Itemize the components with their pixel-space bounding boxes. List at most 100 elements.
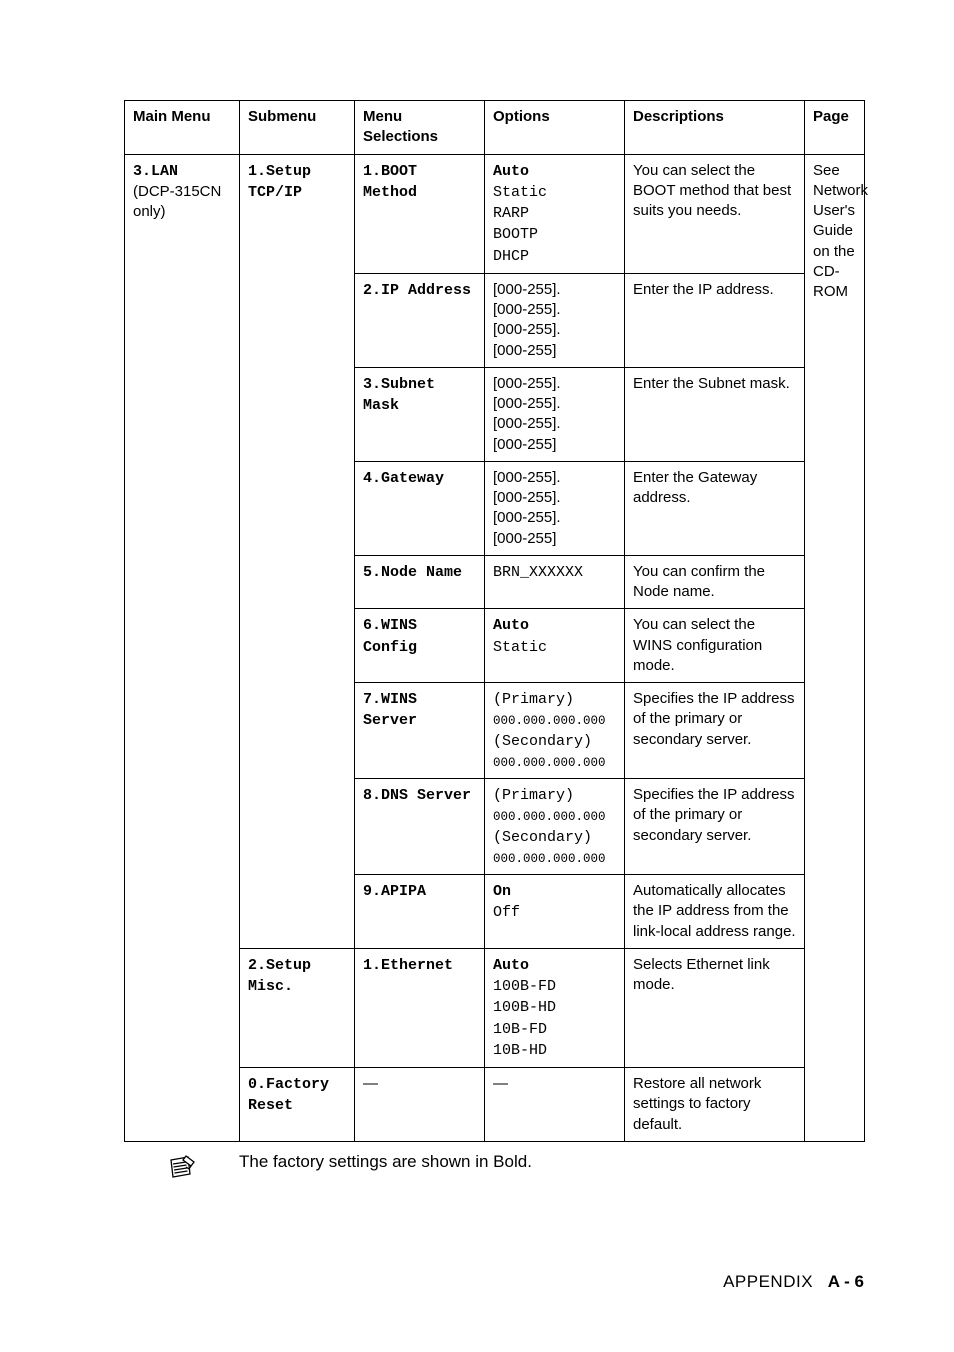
option: Static bbox=[493, 184, 547, 201]
option: 000.000.000.000 bbox=[493, 810, 606, 824]
option: BRN_XXXXXX bbox=[493, 564, 583, 581]
option: [000-255] bbox=[493, 342, 556, 359]
option: [000-255]. bbox=[493, 469, 561, 486]
cell-options: BRN_XXXXXX bbox=[485, 555, 625, 609]
option: [000-255]. bbox=[493, 301, 561, 318]
option: DHCP bbox=[493, 248, 529, 265]
menu-sel: 4.Gateway bbox=[363, 470, 444, 487]
option: [000-255]. bbox=[493, 415, 561, 432]
th-submenu: Submenu bbox=[240, 101, 355, 155]
cell-menu-sel: 9.APIPA bbox=[355, 875, 485, 949]
cell-description: You can confirm the Node name. bbox=[625, 555, 805, 609]
option: On bbox=[493, 883, 511, 900]
page-ref-line: on the bbox=[813, 243, 855, 260]
menu-sel: 3.Subnet bbox=[363, 376, 435, 393]
table-header-row: Main Menu Submenu Menu Selections Option… bbox=[125, 101, 865, 155]
option: Auto bbox=[493, 617, 529, 634]
cell-submenu-misc: 2.Setup Misc. bbox=[240, 948, 355, 1067]
cell-menu-sel: 3.Subnet Mask bbox=[355, 367, 485, 461]
cell-submenu-tcpip: 1.Setup TCP/IP bbox=[240, 154, 355, 948]
menu-sel: 5.Node Name bbox=[363, 564, 462, 581]
submenu-label: 1.Setup bbox=[248, 163, 311, 180]
cell-menu-sel: 2.IP Address bbox=[355, 273, 485, 367]
option: 100B-FD bbox=[493, 978, 556, 995]
menu-sel: 8.DNS Server bbox=[363, 787, 471, 804]
cell-description: Restore all network settings to factory … bbox=[625, 1068, 805, 1142]
cell-description: Enter the Subnet mask. bbox=[625, 367, 805, 461]
option: Static bbox=[493, 639, 547, 656]
option: [000-255]. bbox=[493, 281, 561, 298]
menu-sel: 1.BOOT bbox=[363, 163, 417, 180]
option: Auto bbox=[493, 957, 529, 974]
option: [000-255]. bbox=[493, 489, 561, 506]
th-descriptions: Descriptions bbox=[625, 101, 805, 155]
menu-table: Main Menu Submenu Menu Selections Option… bbox=[124, 100, 865, 1142]
cell-menu-sel: 4.Gateway bbox=[355, 461, 485, 555]
cell-menu-sel: 7.WINS Server bbox=[355, 683, 485, 779]
option: (Secondary) bbox=[493, 829, 592, 846]
option: BOOTP bbox=[493, 226, 538, 243]
cell-menu-sel: 8.DNS Server bbox=[355, 779, 485, 875]
th-main-menu: Main Menu bbox=[125, 101, 240, 155]
option: 000.000.000.000 bbox=[493, 852, 606, 866]
option: 000.000.000.000 bbox=[493, 756, 606, 770]
cell-options: (Primary) 000.000.000.000 (Secondary) 00… bbox=[485, 779, 625, 875]
option: Auto bbox=[493, 163, 529, 180]
cell-description: Enter the IP address. bbox=[625, 273, 805, 367]
option: RARP bbox=[493, 205, 529, 222]
option: [000-255]. bbox=[493, 321, 561, 338]
table-row: 3.LAN (DCP-315CN only) 1.Setup TCP/IP 1.… bbox=[125, 154, 865, 273]
cell-description: Specifies the IP address of the primary … bbox=[625, 779, 805, 875]
submenu-label: 0.Factory bbox=[248, 1076, 329, 1093]
option: 000.000.000.000 bbox=[493, 714, 606, 728]
cell-menu-sel: 1.BOOT Method bbox=[355, 154, 485, 273]
option: (Secondary) bbox=[493, 733, 592, 750]
submenu-label: Misc. bbox=[248, 978, 293, 995]
cell-options: (Primary) 000.000.000.000 (Secondary) 00… bbox=[485, 683, 625, 779]
page-ref-line: User's bbox=[813, 202, 855, 219]
page-ref-line: Guide bbox=[813, 222, 853, 239]
page-ref-line: Network bbox=[813, 182, 868, 199]
menu-sel: Config bbox=[363, 639, 417, 656]
submenu-label: 2.Setup bbox=[248, 957, 311, 974]
option: (Primary) bbox=[493, 691, 574, 708]
footer-section: APPENDIX bbox=[723, 1272, 813, 1291]
note-row: The factory settings are shown in Bold. bbox=[124, 1150, 864, 1182]
th-menu-selections: Menu Selections bbox=[355, 101, 485, 155]
cell-description: Enter the Gateway address. bbox=[625, 461, 805, 555]
note-text: The factory settings are shown in Bold. bbox=[239, 1150, 532, 1172]
option: (Primary) bbox=[493, 787, 574, 804]
page: Main Menu Submenu Menu Selections Option… bbox=[0, 0, 954, 1352]
cell-options: Auto Static RARP BOOTP DHCP bbox=[485, 154, 625, 273]
cell-page-ref: See Network User's Guide on the CD-ROM bbox=[805, 154, 865, 1141]
submenu-label: TCP/IP bbox=[248, 184, 302, 201]
note-icon bbox=[124, 1150, 239, 1182]
menu-sel: 7.WINS bbox=[363, 691, 417, 708]
menu-sel: 9.APIPA bbox=[363, 883, 426, 900]
cell-options: [000-255]. [000-255]. [000-255]. [000-25… bbox=[485, 273, 625, 367]
th-options: Options bbox=[485, 101, 625, 155]
cell-main-menu: 3.LAN (DCP-315CN only) bbox=[125, 154, 240, 1141]
cell-options: Auto 100B-FD 100B-HD 10B-FD 10B-HD bbox=[485, 948, 625, 1067]
cell-options: [000-255]. [000-255]. [000-255]. [000-25… bbox=[485, 367, 625, 461]
cell-options: Auto Static bbox=[485, 609, 625, 683]
footer-page: A - 6 bbox=[828, 1272, 864, 1291]
menu-sel: Server bbox=[363, 712, 417, 729]
option: [000-255]. bbox=[493, 395, 561, 412]
option: [000-255] bbox=[493, 436, 556, 453]
option: [000-255] bbox=[493, 530, 556, 547]
cell-submenu-factory: 0.Factory Reset bbox=[240, 1068, 355, 1142]
cell-description: Selects Ethernet link mode. bbox=[625, 948, 805, 1067]
cell-options: [000-255]. [000-255]. [000-255]. [000-25… bbox=[485, 461, 625, 555]
menu-sel: Method bbox=[363, 184, 417, 201]
submenu-label: Reset bbox=[248, 1097, 293, 1114]
cell-menu-sel: 5.Node Name bbox=[355, 555, 485, 609]
page-footer: APPENDIX A - 6 bbox=[723, 1272, 864, 1292]
option: 10B-HD bbox=[493, 1042, 547, 1059]
option: 100B-HD bbox=[493, 999, 556, 1016]
cell-menu-sel: 6.WINS Config bbox=[355, 609, 485, 683]
cell-menu-sel: 1.Ethernet bbox=[355, 948, 485, 1067]
option: 10B-FD bbox=[493, 1021, 547, 1038]
option: [000-255]. bbox=[493, 509, 561, 526]
menu-sel: Mask bbox=[363, 397, 399, 414]
